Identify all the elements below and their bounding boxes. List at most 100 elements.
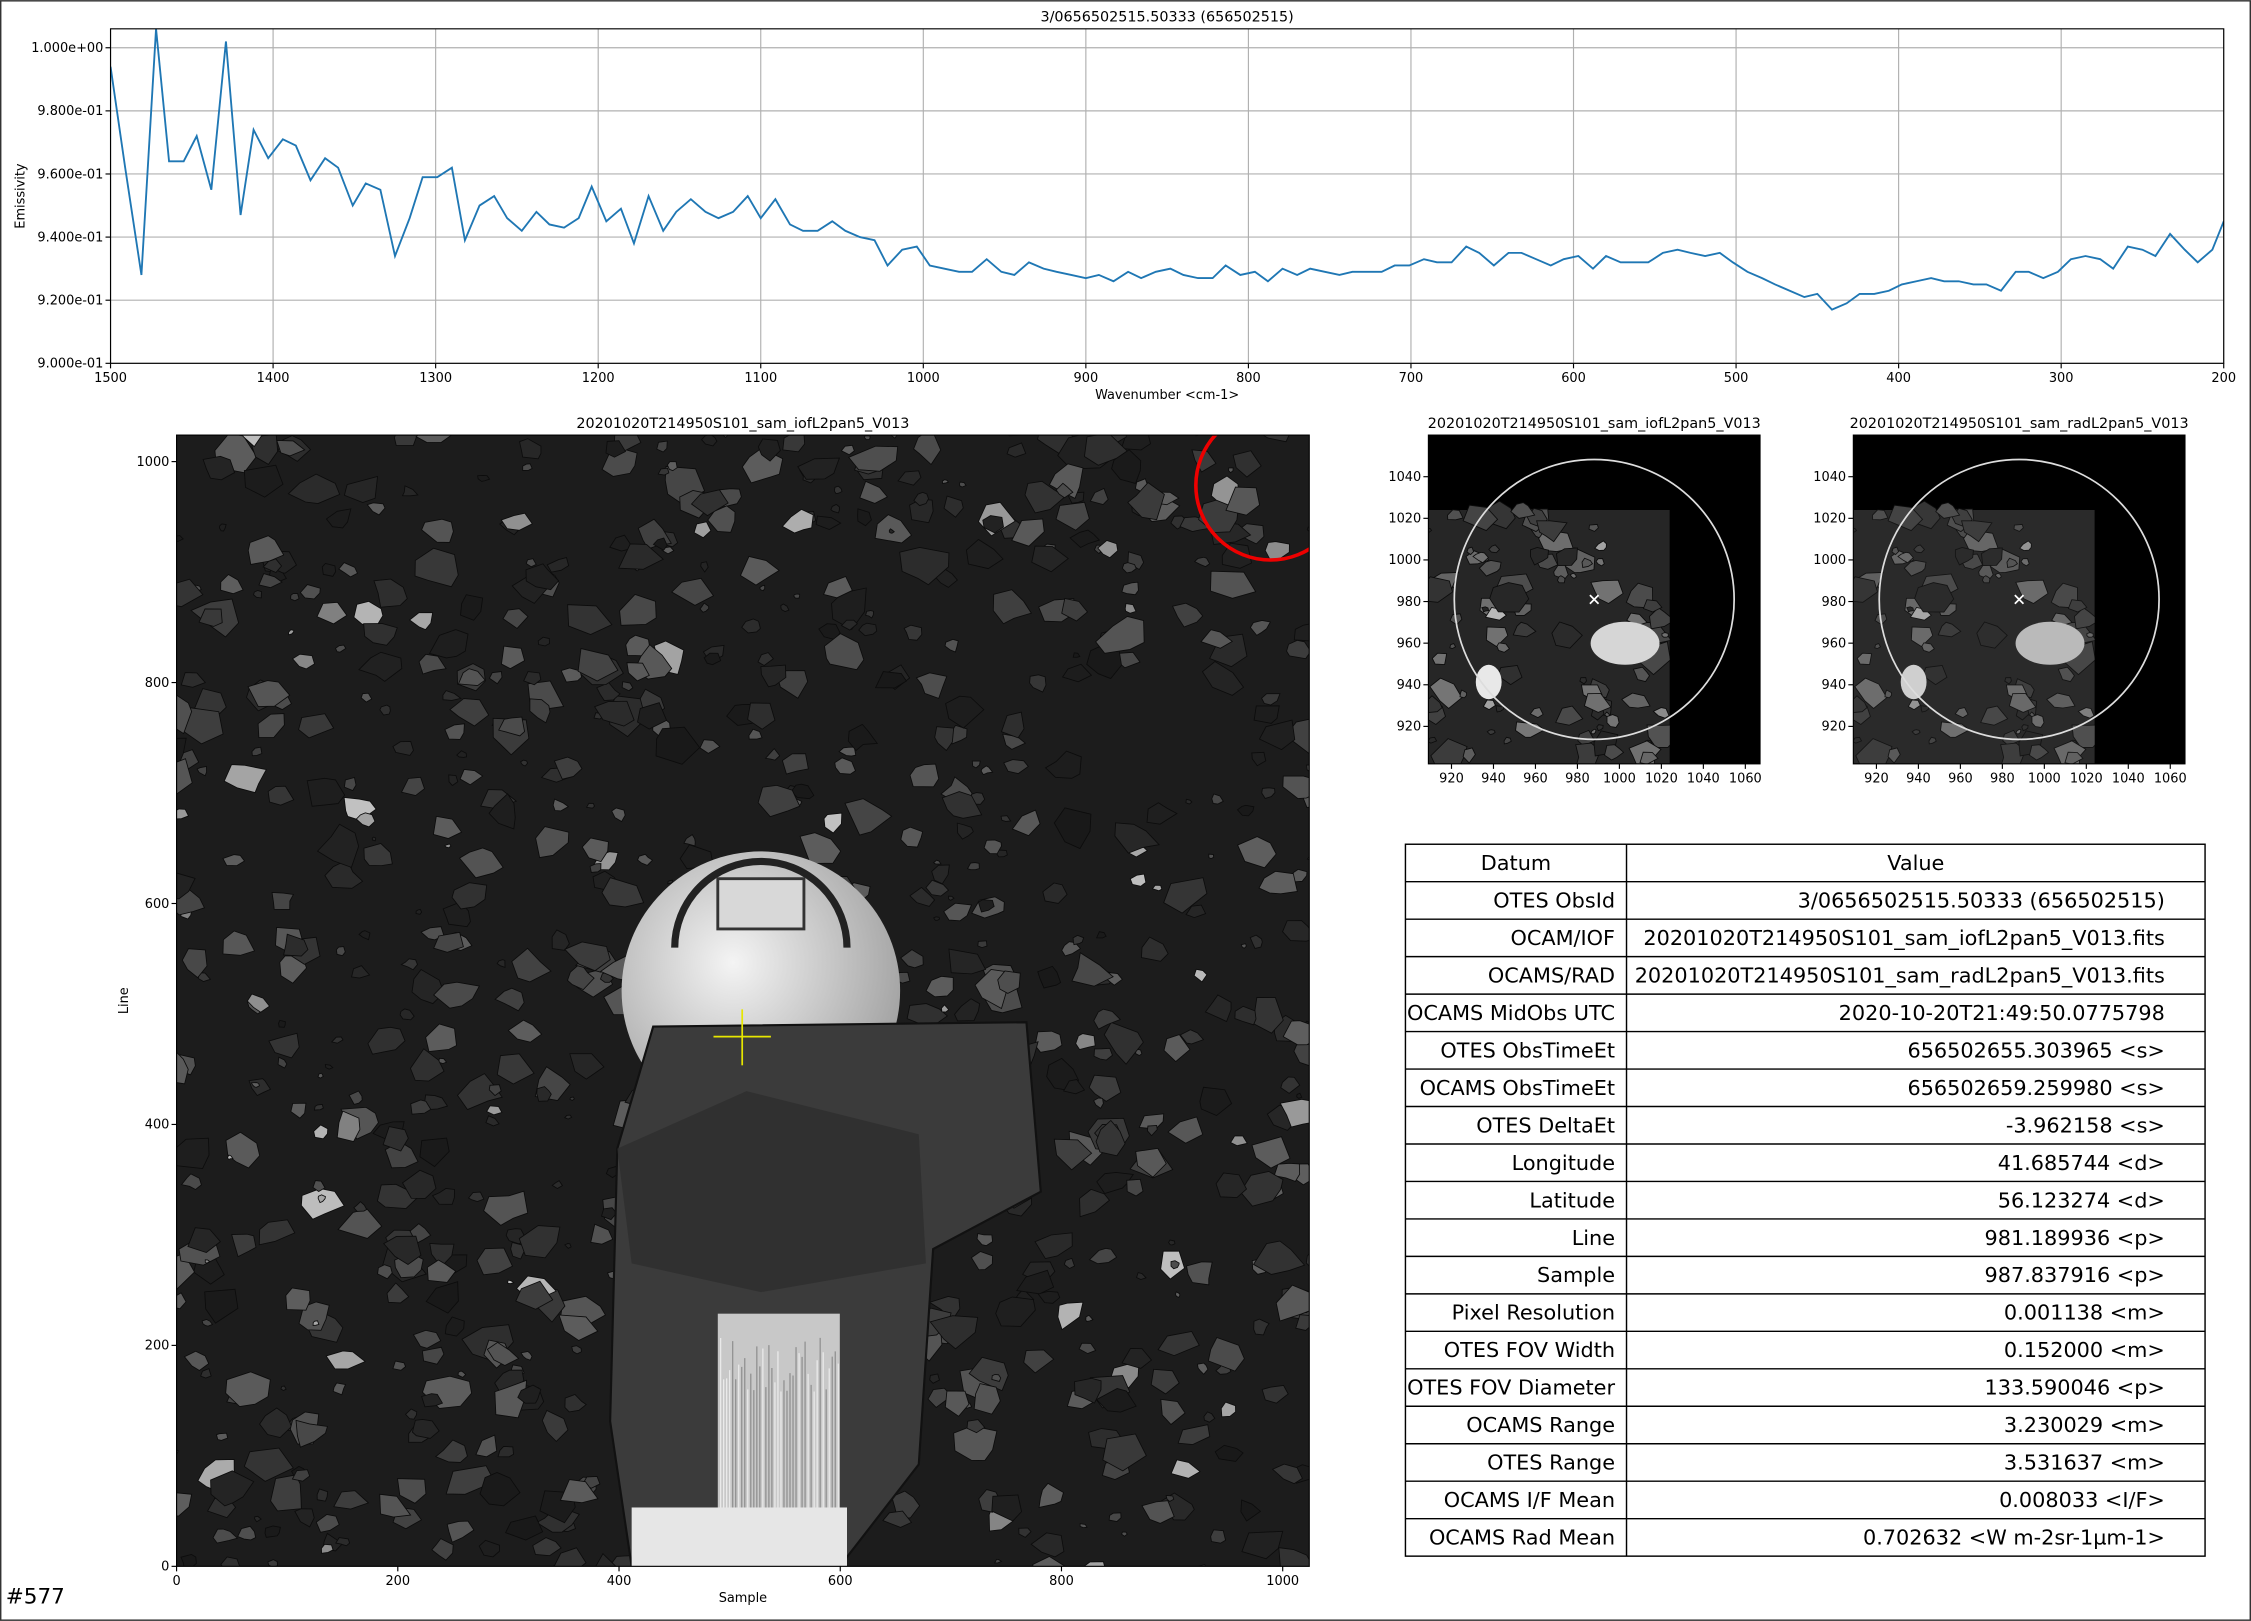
rock	[1249, 619, 1272, 636]
rock	[581, 837, 609, 863]
rock	[1481, 606, 1490, 613]
rock	[460, 594, 484, 621]
rock	[1661, 632, 1669, 638]
rock	[494, 987, 525, 1012]
rock	[1466, 546, 1475, 556]
rock	[865, 610, 875, 619]
rock	[1258, 719, 1296, 751]
rock	[605, 440, 627, 458]
x-tick-label: 1000	[1266, 1574, 1299, 1589]
rock	[291, 1469, 311, 1482]
axes-frame	[176, 434, 1310, 1567]
rock	[656, 440, 668, 453]
rock	[953, 1425, 998, 1461]
rock	[1140, 936, 1169, 962]
rock	[478, 1539, 500, 1558]
crop-mask-right	[2094, 435, 2185, 764]
y-tick-label: 1040	[1813, 470, 1846, 485]
rock	[225, 1371, 271, 1408]
rock	[1261, 693, 1281, 706]
table-value: 656502659.259980 <s>	[1907, 1076, 2164, 1100]
rock	[932, 859, 942, 865]
center-mark	[2014, 594, 2025, 605]
rock	[483, 1190, 529, 1226]
rock	[498, 716, 526, 737]
rock	[299, 584, 321, 600]
x-tick-label: 500	[1724, 371, 1749, 386]
rock	[222, 854, 246, 867]
rock	[2019, 540, 2032, 551]
table-value: 41.685744 <d>	[1998, 1151, 2165, 1175]
chart-title: 20201020T214950S101_sam_radL2pan5_V013	[1850, 416, 2189, 432]
table-datum: OTES FOV Width	[1444, 1338, 1615, 1362]
table-value: 981.189936 <p>	[1985, 1226, 2165, 1250]
rock	[1503, 736, 1512, 745]
rock	[857, 508, 872, 527]
rock	[931, 864, 950, 885]
x-tick-label: 1100	[744, 371, 777, 386]
rock	[467, 1191, 485, 1203]
rock	[590, 1223, 614, 1245]
table-datum: OCAMS Range	[1466, 1413, 1615, 1437]
rock	[176, 872, 196, 900]
rock	[1253, 705, 1280, 724]
rock	[874, 514, 913, 544]
rock	[458, 847, 504, 879]
axes-frame	[1852, 434, 2186, 765]
rock	[739, 555, 780, 586]
y-tick-label: 9.400e-01	[37, 230, 103, 245]
rock	[1275, 1284, 1310, 1322]
rock	[397, 1478, 427, 1504]
rock	[355, 812, 376, 828]
table-header: Datum	[1481, 851, 1551, 875]
rock	[589, 863, 602, 873]
x-tick-label: 920	[1439, 772, 1464, 787]
rock	[505, 1515, 544, 1541]
rock	[180, 1173, 202, 1191]
rock	[941, 1004, 950, 1013]
rock	[215, 1432, 229, 1441]
rock	[934, 726, 955, 752]
rock	[1210, 1529, 1227, 1544]
image-crop	[1428, 500, 1678, 764]
rock	[1459, 689, 1468, 699]
sampler-head	[716, 877, 806, 931]
rock	[913, 491, 930, 507]
rock	[271, 892, 295, 910]
rock	[523, 671, 542, 686]
rock	[595, 1553, 617, 1567]
rock	[1215, 1172, 1248, 1198]
rock	[781, 753, 809, 775]
rock	[1551, 621, 1583, 649]
table-value: 0.001138 <m>	[2004, 1301, 2165, 1325]
y-tick-label: 1020	[1813, 512, 1846, 527]
x-tick-label: 800	[1236, 371, 1261, 386]
rock	[831, 587, 867, 631]
rock	[1429, 677, 1463, 709]
rock	[457, 1370, 467, 1378]
rock	[1652, 707, 1670, 719]
rock	[859, 480, 889, 504]
rock	[541, 1409, 569, 1443]
rock	[1193, 556, 1211, 568]
rock	[335, 1537, 351, 1547]
fov-circle	[1453, 458, 1736, 741]
rock	[343, 475, 379, 504]
rock	[1937, 621, 1962, 638]
rock	[247, 535, 285, 565]
rock	[944, 1390, 970, 1417]
rock	[337, 1208, 383, 1239]
rock	[1447, 509, 1464, 521]
rock	[564, 941, 611, 972]
rock	[2021, 724, 2029, 732]
rock	[251, 435, 279, 465]
rock	[204, 1288, 239, 1324]
rock	[909, 886, 936, 907]
rock	[1903, 559, 1927, 577]
rock	[1258, 870, 1298, 895]
rock	[1061, 663, 1093, 683]
rock	[1251, 1136, 1291, 1169]
rock	[1515, 721, 1546, 738]
rock	[1854, 677, 1888, 709]
rock	[1093, 1047, 1113, 1061]
